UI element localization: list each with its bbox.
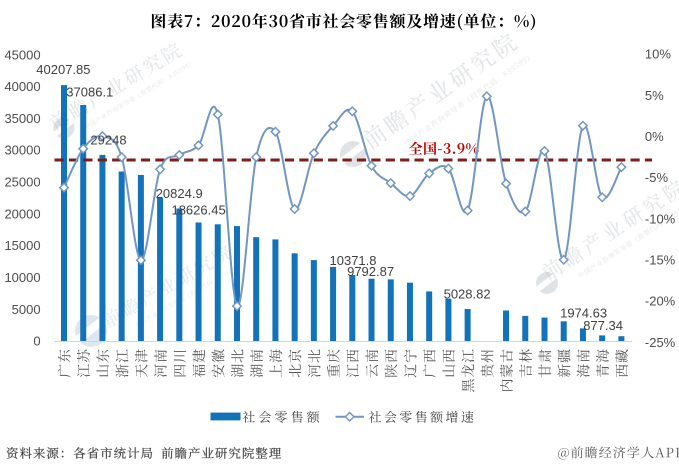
- svg-text:-10%: -10%: [645, 211, 676, 226]
- svg-text:-15%: -15%: [645, 253, 676, 268]
- svg-text:18626.45: 18626.45: [171, 203, 225, 218]
- svg-text:20000: 20000: [4, 206, 40, 221]
- svg-text:-25%: -25%: [645, 335, 676, 350]
- svg-text:1974.63: 1974.63: [560, 306, 607, 321]
- svg-text:29248: 29248: [90, 133, 126, 148]
- svg-text:15000: 15000: [4, 238, 40, 253]
- svg-text:10371.8: 10371.8: [330, 253, 377, 268]
- svg-text:45000: 45000: [4, 47, 40, 62]
- svg-text:5000: 5000: [12, 302, 41, 317]
- svg-text:0: 0: [33, 334, 40, 349]
- svg-text:-5%: -5%: [645, 170, 669, 185]
- svg-text:10000: 10000: [4, 270, 40, 285]
- svg-text:20824.9: 20824.9: [156, 186, 203, 201]
- svg-text:25000: 25000: [4, 175, 40, 190]
- svg-text:35000: 35000: [4, 111, 40, 126]
- svg-text:30000: 30000: [4, 143, 40, 158]
- svg-text:37086.1: 37086.1: [66, 84, 113, 99]
- svg-text:0%: 0%: [645, 129, 664, 144]
- svg-text:5028.82: 5028.82: [444, 286, 491, 301]
- svg-text:10%: 10%: [645, 47, 671, 62]
- svg-text:9792.87: 9792.87: [347, 264, 394, 279]
- svg-text:40000: 40000: [4, 79, 40, 94]
- svg-text:-20%: -20%: [645, 294, 676, 309]
- svg-text:877.34: 877.34: [583, 318, 623, 333]
- svg-text:40207.85: 40207.85: [36, 62, 90, 77]
- svg-text:5%: 5%: [645, 88, 664, 103]
